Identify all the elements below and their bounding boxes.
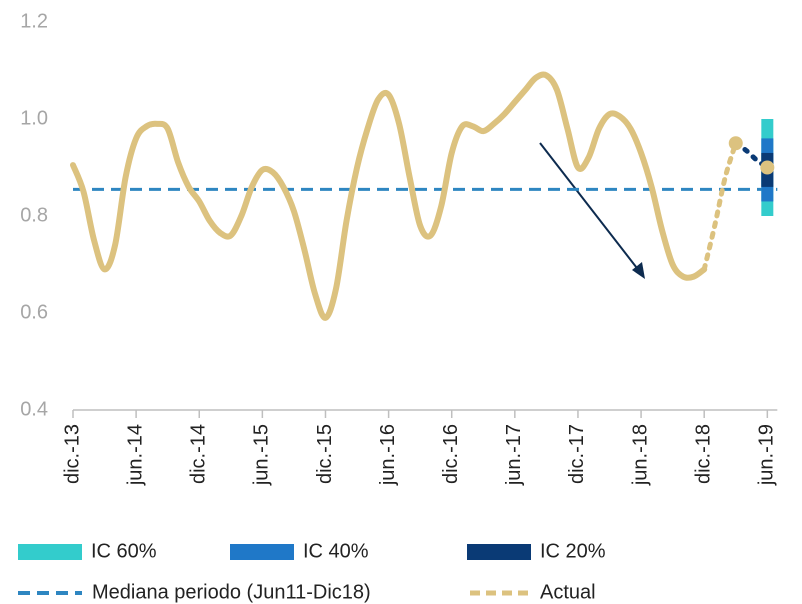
legend-label: IC 20% xyxy=(540,540,606,562)
legend-label: Mediana periodo (Jun11-Dic18) xyxy=(92,581,371,603)
y-tick-label: 1.0 xyxy=(20,107,48,129)
annotation-arrow xyxy=(539,142,641,273)
x-tick-label: jun.-16 xyxy=(377,424,399,486)
legend-label: IC 60% xyxy=(91,540,157,562)
x-tick-label: dic.-15 xyxy=(314,424,336,484)
x-tick-label: dic.-13 xyxy=(61,424,83,484)
legend-swatch xyxy=(467,544,531,560)
x-tick-label: dic.-16 xyxy=(440,424,462,484)
x-tick-label: dic.-17 xyxy=(566,424,588,484)
legend-swatch xyxy=(18,544,82,560)
y-tick-label: 0.8 xyxy=(20,204,48,226)
x-tick-label: dic.-18 xyxy=(692,424,714,484)
legend-label: Actual xyxy=(540,581,596,603)
x-tick-label: jun.-19 xyxy=(756,424,778,486)
x-tick-label: jun.-17 xyxy=(503,424,525,486)
series-line xyxy=(701,140,739,272)
y-tick-label: 0.4 xyxy=(20,398,48,420)
legend-label: IC 40% xyxy=(303,540,369,562)
x-tick-label: jun.-14 xyxy=(124,424,146,486)
marker xyxy=(728,136,743,151)
marker xyxy=(760,160,775,175)
x-tick-label: jun.-15 xyxy=(251,424,273,486)
y-tick-label: 0.6 xyxy=(20,301,48,323)
series-line xyxy=(70,71,708,321)
y-tick-label: 1.2 xyxy=(20,10,48,32)
arrow-head xyxy=(632,262,645,279)
legend-swatch xyxy=(230,544,294,560)
x-tick-label: dic.-14 xyxy=(188,424,210,484)
x-tick-label: jun.-18 xyxy=(629,424,651,486)
